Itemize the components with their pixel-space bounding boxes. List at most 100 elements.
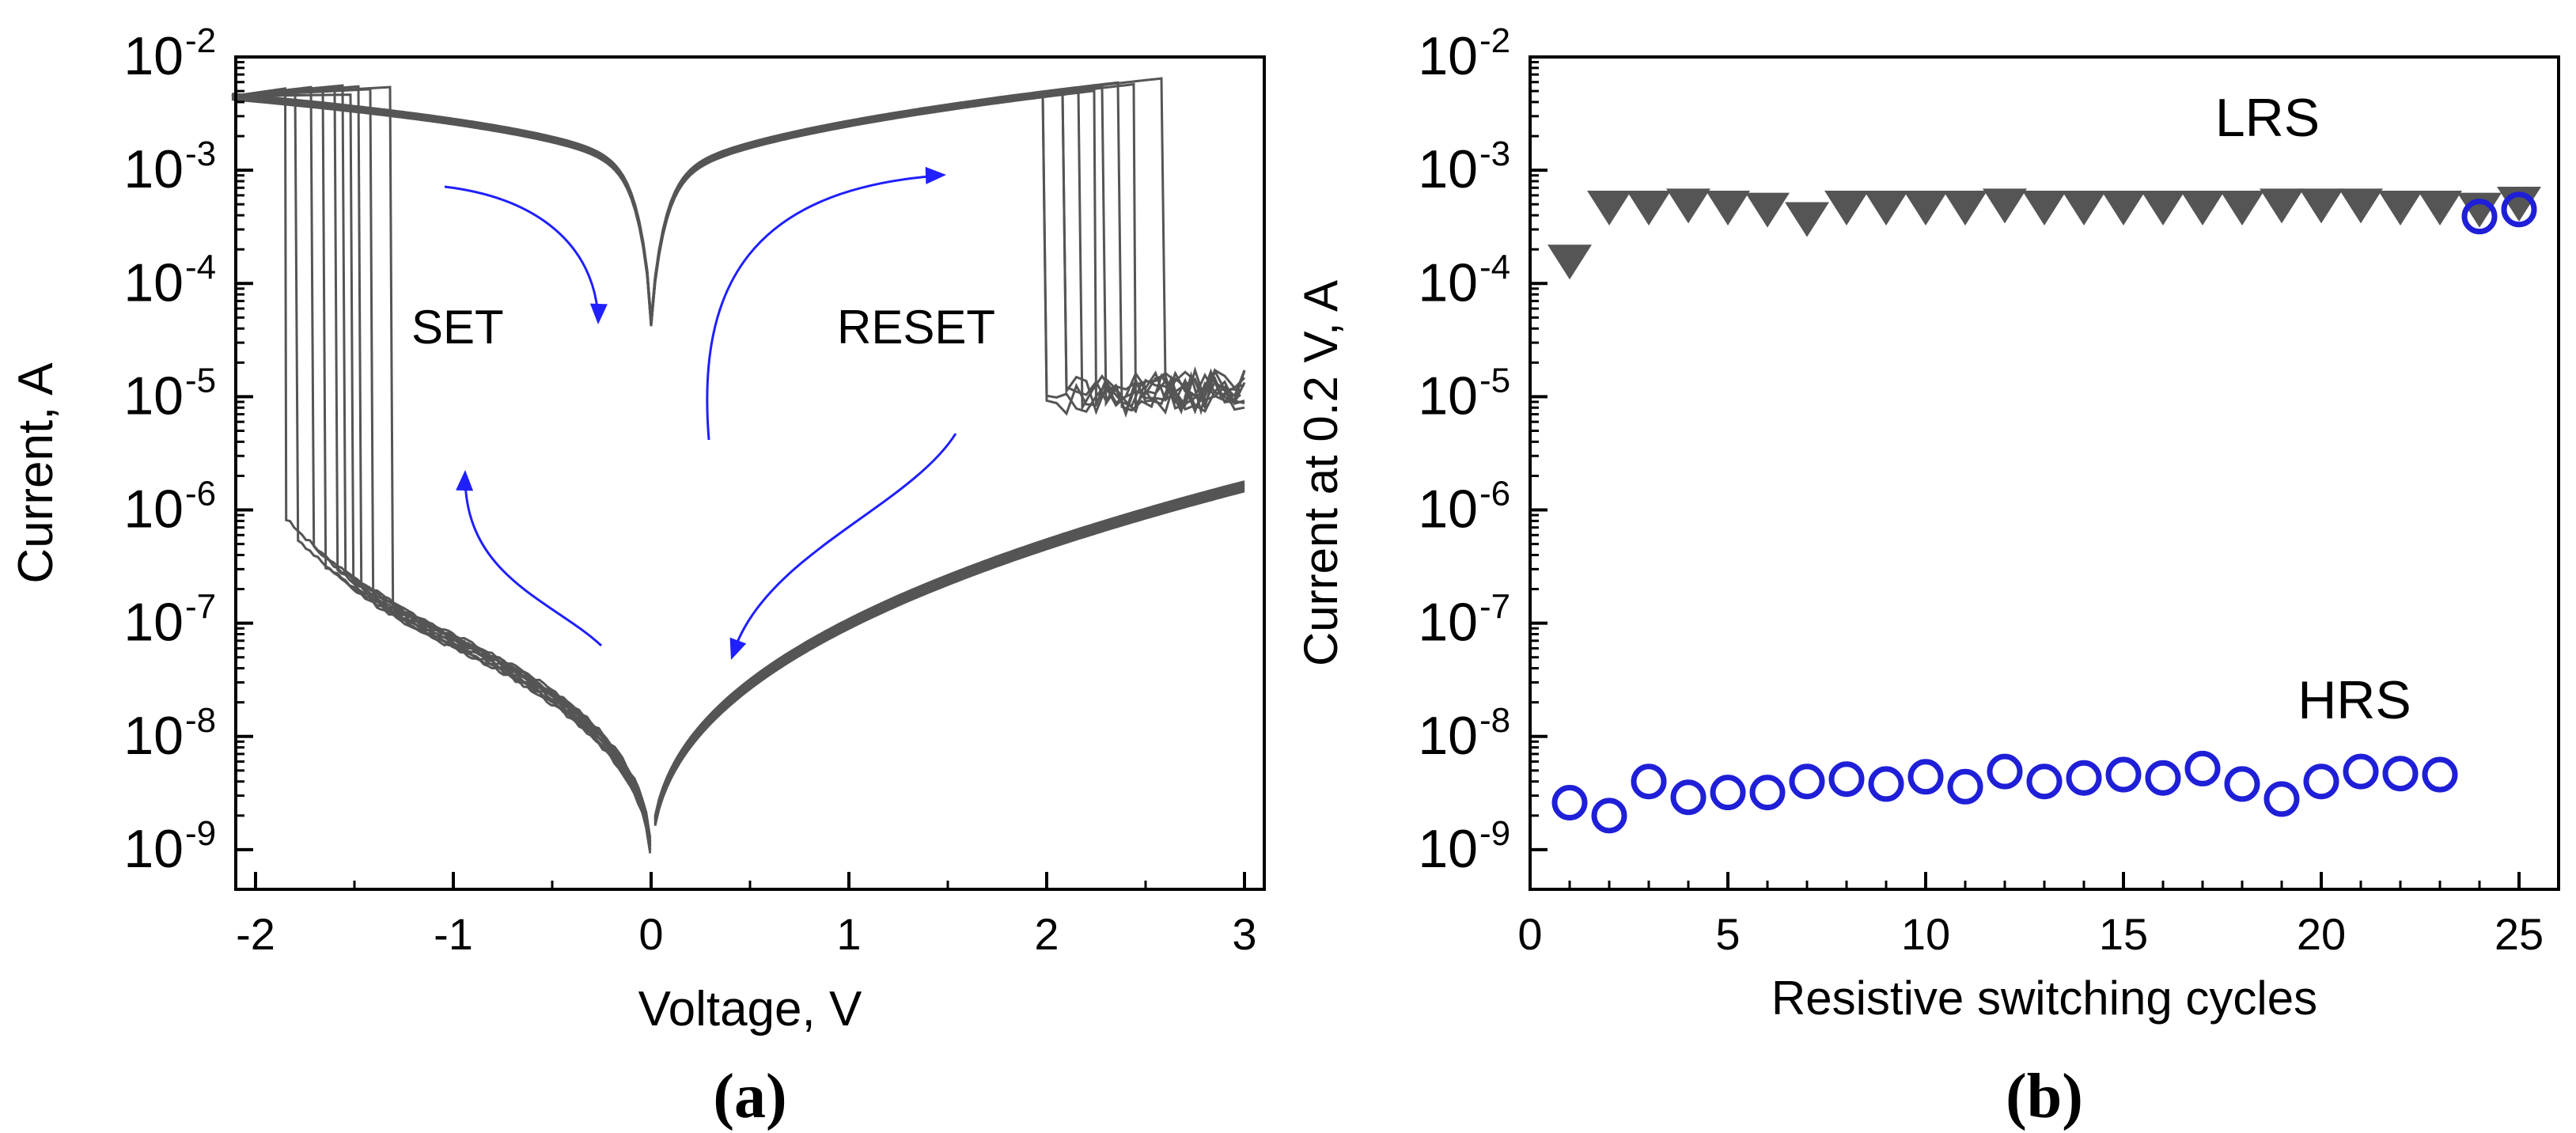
y-tick-exponent-b: -5 [1479,361,1510,400]
sweep-arrow-head [729,637,747,660]
y-tick-exponent-b: -4 [1479,248,1510,286]
iv-curves [231,77,1246,854]
lrs-point [1745,192,1790,228]
lrs-point [1706,190,1750,225]
sweep-arrow-line [706,174,939,441]
set-annotation: SET [411,301,504,354]
lrs-curve [231,89,1246,415]
hrs-curve-positive [653,483,1245,820]
hrs-point [1987,753,2023,790]
x-tick-label-a: 2 [1034,909,1059,959]
hrs-point [2461,199,2498,235]
hrs-point [1868,766,1904,802]
hrs-point [2184,750,2221,786]
y-tick-exponent-a: -2 [185,21,216,60]
hrs-point [2145,760,2181,796]
x-tick-label-a: 1 [836,909,861,959]
hrs-point [2501,191,2537,228]
hrs-point [1828,761,1865,798]
y-tick-exponent-a: -7 [185,588,216,627]
x-axis-label-b: Resistive switching cycles [1771,972,2317,1025]
hrs-point [1710,775,1746,811]
lrs-point [2299,188,2343,224]
hrs-curve-negative [231,89,652,850]
y-tick-label-b: 10 [1418,479,1478,540]
y-tick-label-a: 10 [123,139,184,199]
hrs-curve-positive [653,487,1245,824]
hrs-curve-positive [653,486,1245,823]
y-tick-label-a: 10 [123,479,184,540]
x-axis-ticks-b: 0 5 10 15 20 25 [1517,872,2560,959]
panel-label-a: (a) [713,1062,786,1131]
lrs-point [2180,190,2225,225]
lrs-curve [231,82,1245,411]
y-tick-exponent-a: -4 [185,248,216,286]
x-tick-label-b: 5 [1715,909,1740,959]
sweep-arrows [444,166,957,660]
hrs-point [2263,781,2300,817]
hrs-point [2105,756,2142,793]
lrs-point [1666,188,1710,224]
y-tick-exponent-b: -6 [1479,475,1510,513]
hrs-point [1749,775,1786,811]
lrs-point [1864,190,1908,225]
lrs-point [1904,190,1948,225]
y-tick-exponent-a: -9 [185,814,216,853]
hrs-curve-positive [653,482,1245,819]
hrs-point [2224,766,2260,802]
x-tick-label-b: 10 [1901,909,1950,959]
y-tick-label-a: 10 [123,366,184,426]
panel-a-iv-chart: 10-910-810-710-610-510-410-310-2 -2 -1 0 1 2… [9,21,1266,1131]
y-tick-exponent-b: -3 [1479,135,1510,173]
lrs-curve [231,91,1245,413]
lrs-point [2220,190,2264,225]
y-tick-label-b: 10 [1418,819,1478,879]
y-axis-label-a: Current, A [9,362,63,584]
y-axis-ticks-b: 10-910-810-710-610-510-410-310-2 [1418,21,1547,879]
lrs-point [1983,188,2027,224]
hrs-point [2343,753,2379,790]
panel-b-endurance-chart: 10-910-810-710-610-510-410-310-2 0 5 10 15 2… [1294,21,2560,1131]
y-tick-exponent-b: -2 [1479,21,1510,60]
y-tick-label-a: 10 [123,819,184,879]
lrs-point [2260,188,2304,224]
hrs-point [1551,785,1588,821]
y-tick-label-b: 10 [1418,706,1478,766]
y-tick-label-b: 10 [1418,139,1478,199]
x-tick-label-b: 15 [2099,909,2148,959]
lrs-curve [231,81,1241,416]
hrs-curve-negative [231,88,652,851]
hrs-point [1789,764,1825,800]
y-tick-label-b: 10 [1418,593,1478,653]
lrs-curve [231,93,1245,404]
lrs-point [1943,190,1987,225]
sweep-arrow-head [456,470,474,491]
x-tick-label-b: 25 [2495,909,2544,959]
x-tick-label-a: -2 [236,909,275,959]
sweep-arrow-head [925,166,946,184]
y-tick-label-b: 10 [1418,366,1478,426]
lrs-point [1547,244,1592,280]
endurance-points [1547,186,2541,834]
sweep-arrow-line [464,479,603,647]
hrs-point [1947,768,1983,805]
lrs-point [2141,190,2185,225]
hrs-point [2382,756,2419,792]
y-tick-label-a: 10 [123,252,184,313]
lrs-curve [231,88,1241,412]
hrs-curve-negative [231,89,652,847]
hrs-curve-negative [231,84,652,839]
y-tick-exponent-b: -7 [1479,588,1510,627]
hrs-point [2066,760,2102,796]
lrs-point [2062,190,2106,225]
hrs-point [1670,779,1707,816]
lrs-curve [231,89,1245,418]
x-tick-label-a: -1 [434,909,473,959]
hrs-curve-positive [653,483,1245,820]
lrs-curve [231,94,1246,416]
hrs-point [2026,764,2063,800]
y-tick-exponent-b: -8 [1479,701,1510,740]
y-tick-label-a: 10 [123,593,184,653]
lrs-point [2022,190,2066,225]
